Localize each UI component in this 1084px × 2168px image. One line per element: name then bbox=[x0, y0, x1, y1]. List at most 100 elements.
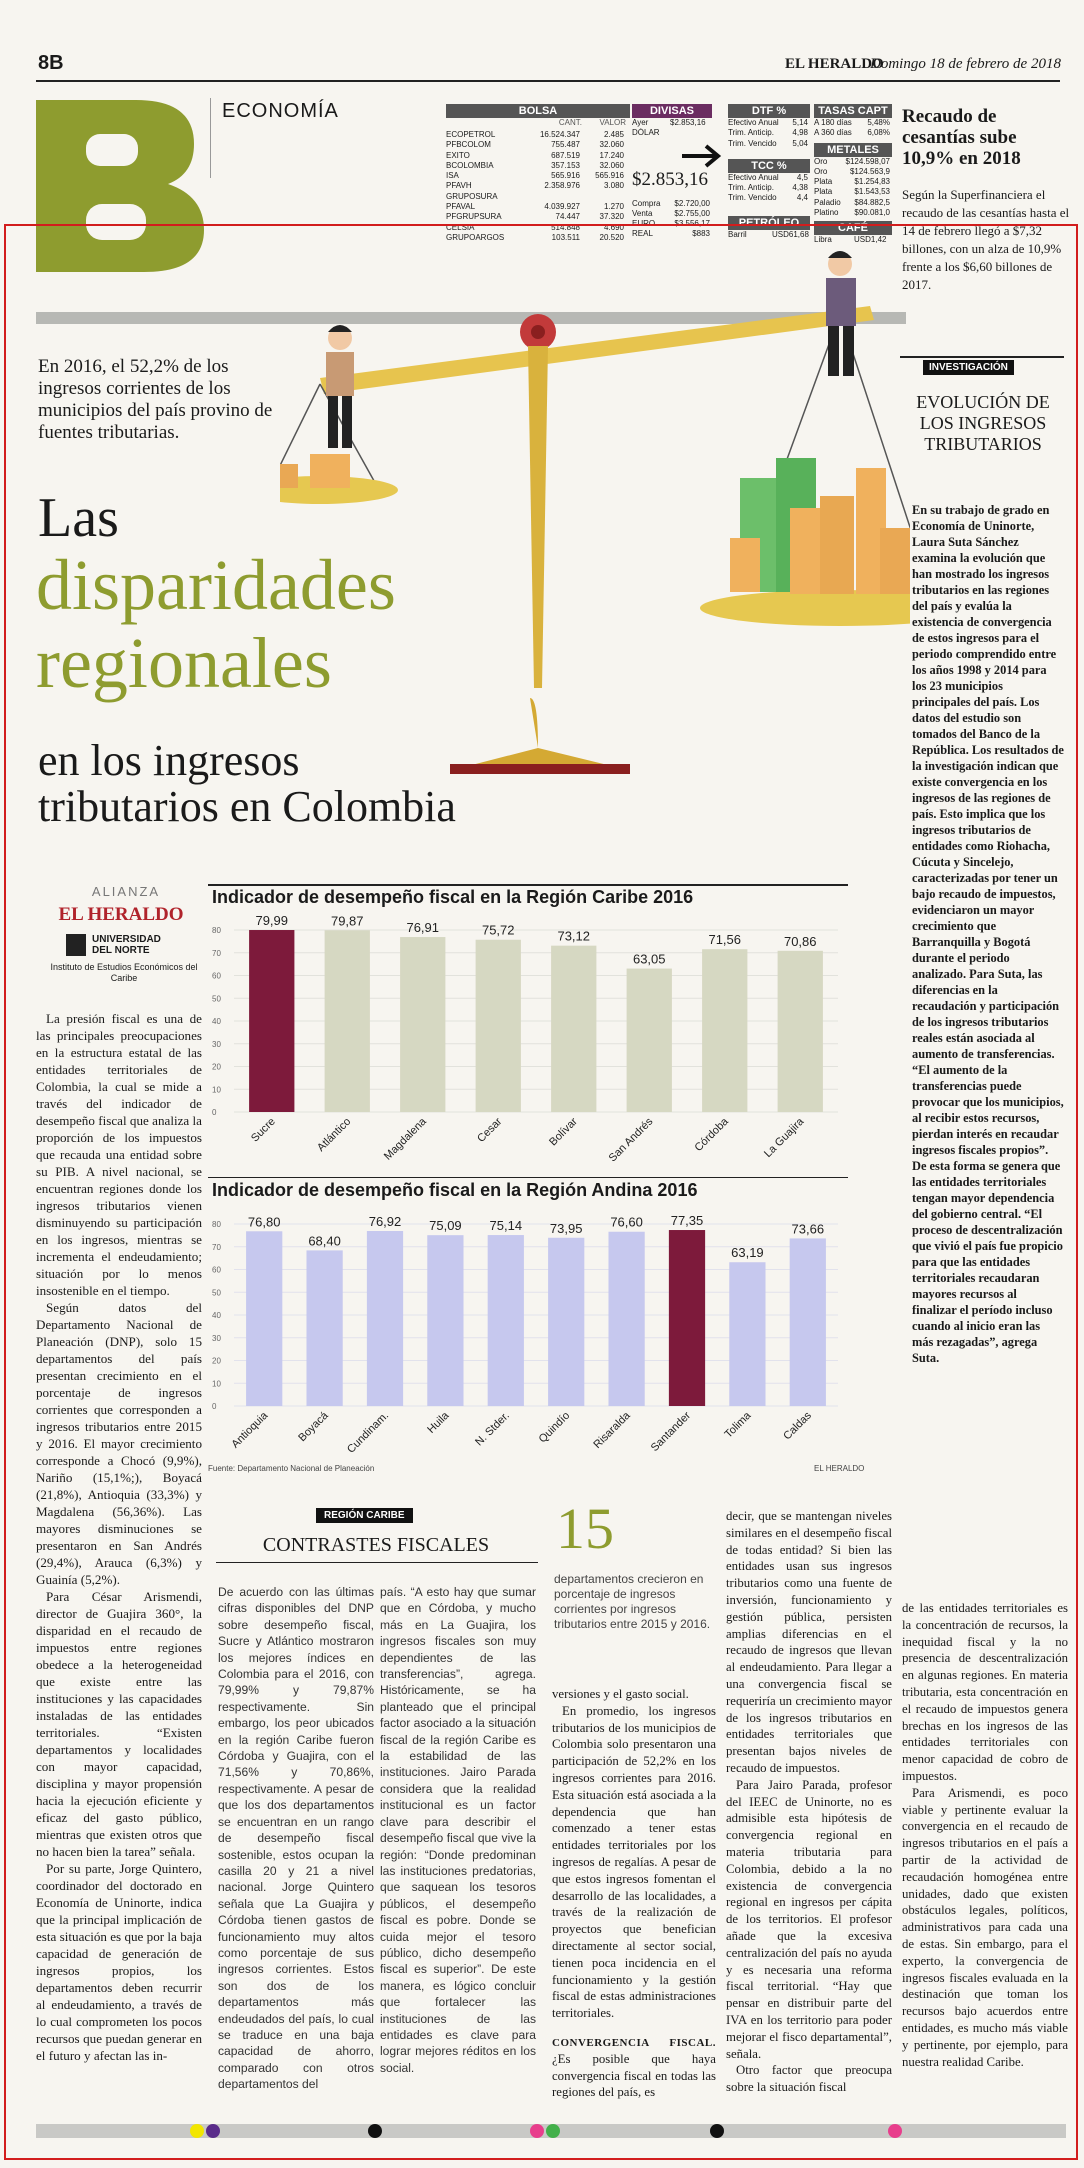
market-row: Oro $124.563,9 bbox=[814, 166, 890, 176]
section-divider bbox=[210, 98, 211, 178]
headline-line-2: disparidades bbox=[36, 545, 396, 625]
region-title: CONTRASTES FISCALES bbox=[262, 1534, 490, 1556]
registration-dot bbox=[368, 2124, 382, 2138]
chart-divider bbox=[208, 1177, 848, 1178]
market-row: Trim. Anticip. 4,38 bbox=[728, 183, 808, 193]
category-label: Caldas bbox=[781, 1409, 814, 1442]
category-label: N. Stder. bbox=[473, 1410, 512, 1449]
registration-dot bbox=[206, 2124, 220, 2138]
bar bbox=[548, 1237, 585, 1406]
bar bbox=[324, 930, 370, 1112]
middle-column-1: versiones y el gasto social. En promedio… bbox=[552, 1686, 716, 2101]
chart-caribe-title: Indicador de desempeño fiscal en la Regi… bbox=[212, 887, 694, 907]
dolar-rate: $2.853,16 bbox=[632, 168, 708, 190]
market-row: Plata $1.543,53 bbox=[814, 187, 890, 197]
divisas-dolar: DÓLAR bbox=[632, 128, 660, 138]
arrow-icon bbox=[682, 144, 722, 168]
bar bbox=[366, 1231, 404, 1406]
category-label: Cundinam. bbox=[345, 1410, 391, 1456]
y-tick-label: 60 bbox=[212, 1266, 221, 1275]
y-tick-label: 30 bbox=[212, 1040, 221, 1049]
registration-dot bbox=[190, 2124, 204, 2138]
alianza-label: ALIANZA bbox=[91, 884, 161, 899]
y-tick-label: 50 bbox=[212, 1288, 221, 1297]
headline-line-4: en los ingresos bbox=[38, 736, 300, 785]
data-label: 73,95 bbox=[550, 1221, 583, 1236]
bar bbox=[400, 937, 446, 1112]
dtf-header: DTF % bbox=[728, 104, 810, 118]
bar bbox=[427, 1235, 464, 1406]
bolsa-cols: CANT. VALOR bbox=[558, 118, 626, 127]
intro-deck: En 2016, el 52,2% de los ingresos corrie… bbox=[38, 356, 273, 443]
subhead: CONVERGENCIA FISCAL. bbox=[552, 2036, 716, 2049]
paragraph: Otro factor que preocupa sobre la situac… bbox=[726, 2063, 892, 2095]
highlight-frame bbox=[4, 224, 1078, 2160]
market-row: GRUPOSURA bbox=[446, 191, 498, 201]
y-tick-label: 0 bbox=[212, 1108, 217, 1117]
issue-date: Domingo 18 de febrero de 2018 bbox=[870, 56, 1061, 72]
market-row: Compra $2.720,00 bbox=[632, 198, 710, 208]
data-label: 76,60 bbox=[610, 1215, 643, 1230]
category-label: Huila bbox=[425, 1409, 452, 1436]
chart-source: Fuente: Departamento Nacional de Planeac… bbox=[208, 1464, 375, 1473]
data-label: 63,19 bbox=[731, 1245, 764, 1260]
y-tick-label: 40 bbox=[212, 1311, 221, 1320]
data-label: 73,12 bbox=[557, 929, 590, 944]
category-label: La Guajira bbox=[762, 1115, 807, 1160]
market-row: Oro $124.598,07 bbox=[814, 156, 890, 166]
category-label: San Andrés bbox=[607, 1115, 656, 1164]
bolsa-header: BOLSA bbox=[446, 104, 630, 118]
region-column-2: país. “A esto hay que sumar que en Córdo… bbox=[380, 1585, 536, 2075]
market-row: ECOPETROL 16.524.347 2.485 bbox=[446, 130, 624, 139]
category-label: Córdoba bbox=[693, 1115, 732, 1154]
y-tick-label: 40 bbox=[212, 1017, 221, 1026]
alianza-paper: EL HERALDO bbox=[58, 904, 184, 925]
y-tick-label: 0 bbox=[212, 1402, 217, 1411]
paragraph: La presión fiscal es una de las principa… bbox=[36, 1011, 202, 1298]
data-label: 70,86 bbox=[784, 934, 817, 949]
bar bbox=[626, 968, 672, 1112]
category-label: Cesar bbox=[475, 1115, 504, 1144]
y-tick-label: 60 bbox=[212, 972, 221, 981]
y-tick-label: 10 bbox=[212, 1085, 221, 1094]
market-row: PFGRUPSURA 74.447 37.320 bbox=[446, 212, 624, 222]
bar bbox=[702, 949, 748, 1112]
market-row: PFAVAL 4.039.927 1.270 bbox=[446, 202, 624, 212]
university-logo-icon bbox=[66, 934, 86, 956]
data-label: 71,56 bbox=[708, 932, 741, 947]
section-label: ECONOMÍA bbox=[222, 100, 339, 122]
stat-number: 15 bbox=[556, 1496, 614, 1561]
market-row: Plata $1.254,83 bbox=[814, 177, 890, 187]
data-label: 77,35 bbox=[671, 1213, 704, 1228]
headline-line-5: tributarios en Colombia bbox=[38, 782, 456, 831]
market-row: A 360 días 6,08% bbox=[814, 128, 890, 138]
bar bbox=[551, 945, 597, 1112]
market-row: Venta $2.755,00 bbox=[632, 208, 710, 218]
chart-top-rule bbox=[208, 884, 848, 886]
paragraph: versiones y el gasto social. bbox=[552, 1687, 689, 1701]
data-label: 76,80 bbox=[248, 1214, 281, 1229]
tasas-table: TASAS CAPT A 180 días 5,48% A 360 días 6,08… bbox=[814, 104, 892, 246]
y-tick-label: 20 bbox=[212, 1063, 221, 1072]
market-row: Trim. Anticip. 4,98 bbox=[728, 128, 808, 138]
left-column-text: La presión fiscal es una de las principa… bbox=[36, 1010, 202, 2064]
y-tick-label: 80 bbox=[212, 1220, 221, 1229]
bar bbox=[608, 1231, 645, 1406]
market-row: EXITO 687.519 17.240 bbox=[446, 150, 624, 160]
decorative-band bbox=[36, 312, 906, 324]
headline-line-3: regionales bbox=[36, 623, 332, 703]
registration-dot bbox=[710, 2124, 724, 2138]
market-row: Paladio $84.882,5 bbox=[814, 197, 890, 207]
middle-column-2: decir, que se mantengan niveles similare… bbox=[726, 1508, 892, 2096]
divisas-ayer: Ayer $2.853,16 bbox=[632, 118, 706, 127]
right-column: de las entidades territoriales es la con… bbox=[902, 1600, 1068, 2070]
headline-line-1: Las bbox=[38, 487, 119, 549]
header-rule bbox=[36, 80, 1060, 82]
region-tag: REGIÓN CARIBE bbox=[316, 1508, 413, 1523]
market-row: BCOLOMBIA 357.153 32.060 bbox=[446, 160, 624, 170]
investigation-text: En su trabajo de grado en Economía de Un… bbox=[912, 503, 1064, 1365]
paragraph: Para Arismendi, es poco viable y pertine… bbox=[902, 1785, 1068, 2069]
data-label: 73,66 bbox=[792, 1221, 825, 1236]
side-news-title: Recaudo de cesantías sube 10,9% en 2018 bbox=[902, 106, 1021, 169]
tasas-header: TASAS CAPT bbox=[814, 104, 892, 118]
